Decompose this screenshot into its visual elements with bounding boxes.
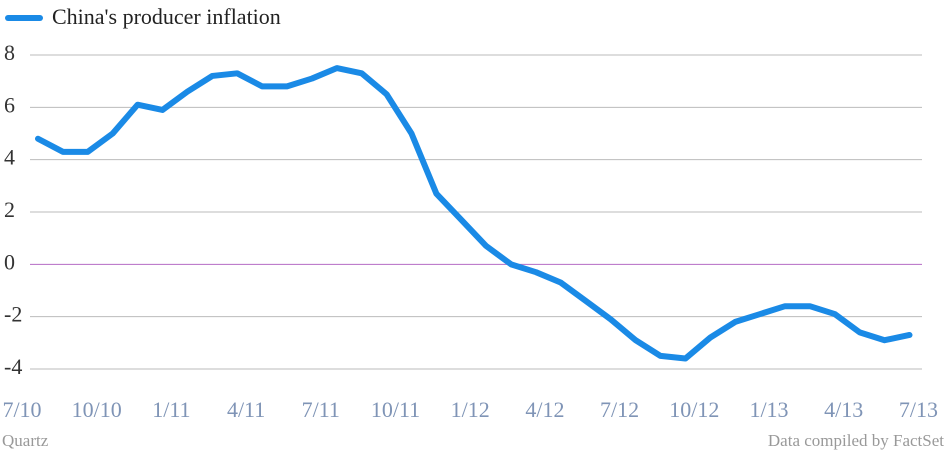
y-tick-label: -4 xyxy=(4,354,22,379)
x-tick-label: 1/11 xyxy=(152,397,190,422)
x-tick-label: 4/13 xyxy=(824,397,863,422)
y-tick-label: -2 xyxy=(4,302,22,327)
x-tick-label: 4/12 xyxy=(525,397,564,422)
x-tick-label: 7/13 xyxy=(899,397,938,422)
x-tick-label: 1/12 xyxy=(451,397,490,422)
x-tick-label: 7/11 xyxy=(302,397,340,422)
source: Quartz xyxy=(2,431,49,450)
y-tick-label: 0 xyxy=(4,249,15,274)
x-tick-label: 1/13 xyxy=(749,397,788,422)
x-tick-label: 7/10 xyxy=(2,397,41,422)
y-tick-label: 8 xyxy=(4,40,15,65)
x-tick-label: 10/10 xyxy=(72,397,122,422)
x-tick-label: 4/11 xyxy=(227,397,265,422)
x-tick-label: 10/12 xyxy=(669,397,719,422)
x-tick-label: 10/11 xyxy=(371,397,420,422)
credit: Data compiled by FactSet xyxy=(768,431,944,450)
y-tick-label: 2 xyxy=(4,197,15,222)
y-tick-label: 6 xyxy=(4,92,15,117)
series-line xyxy=(35,65,913,362)
x-tick-label: 7/12 xyxy=(600,397,639,422)
legend-label: China's producer inflation xyxy=(52,4,281,29)
y-tick-label: 4 xyxy=(4,145,15,170)
